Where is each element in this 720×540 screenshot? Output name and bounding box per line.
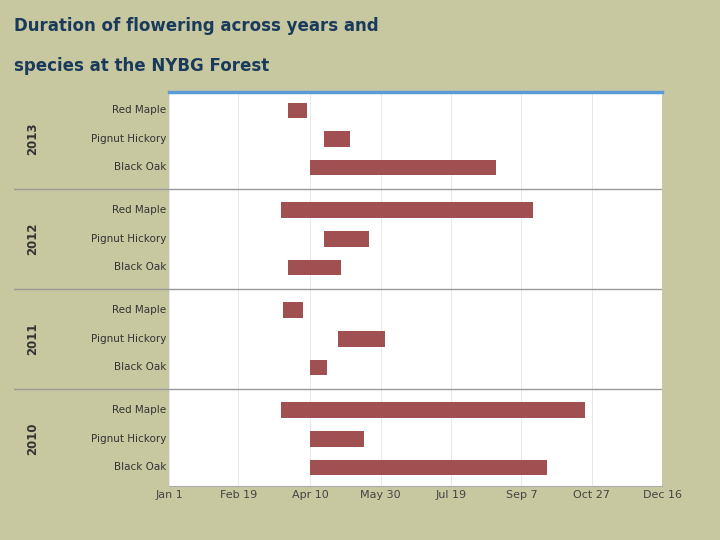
Text: Pignut Hickory: Pignut Hickory xyxy=(91,234,166,244)
Text: 2010: 2010 xyxy=(26,423,39,455)
Text: Black Oak: Black Oak xyxy=(114,163,166,172)
Bar xyxy=(310,160,496,176)
Text: Red Maple: Red Maple xyxy=(112,105,166,116)
Text: Red Maple: Red Maple xyxy=(112,305,166,315)
Text: Duration of flowering across years and: Duration of flowering across years and xyxy=(14,17,379,35)
Text: Red Maple: Red Maple xyxy=(112,406,166,415)
Text: Pignut Hickory: Pignut Hickory xyxy=(91,134,166,144)
Bar xyxy=(287,103,307,118)
Text: Black Oak: Black Oak xyxy=(114,262,166,273)
Text: 2012: 2012 xyxy=(26,222,39,255)
Bar xyxy=(287,260,341,275)
Text: Pignut Hickory: Pignut Hickory xyxy=(91,334,166,344)
Bar xyxy=(281,402,585,418)
Bar xyxy=(324,131,350,147)
Text: Black Oak: Black Oak xyxy=(114,462,166,472)
Bar xyxy=(310,460,547,475)
Text: Red Maple: Red Maple xyxy=(112,205,166,215)
Bar xyxy=(281,202,533,218)
Bar xyxy=(338,331,384,347)
Text: 2013: 2013 xyxy=(26,123,39,155)
Text: 2011: 2011 xyxy=(26,322,39,355)
Text: Pignut Hickory: Pignut Hickory xyxy=(91,434,166,444)
Bar xyxy=(310,360,327,375)
Text: Black Oak: Black Oak xyxy=(114,362,166,373)
Bar xyxy=(310,431,364,447)
Bar xyxy=(284,302,303,318)
Text: species at the NYBG Forest: species at the NYBG Forest xyxy=(14,57,270,75)
Bar xyxy=(324,231,369,247)
